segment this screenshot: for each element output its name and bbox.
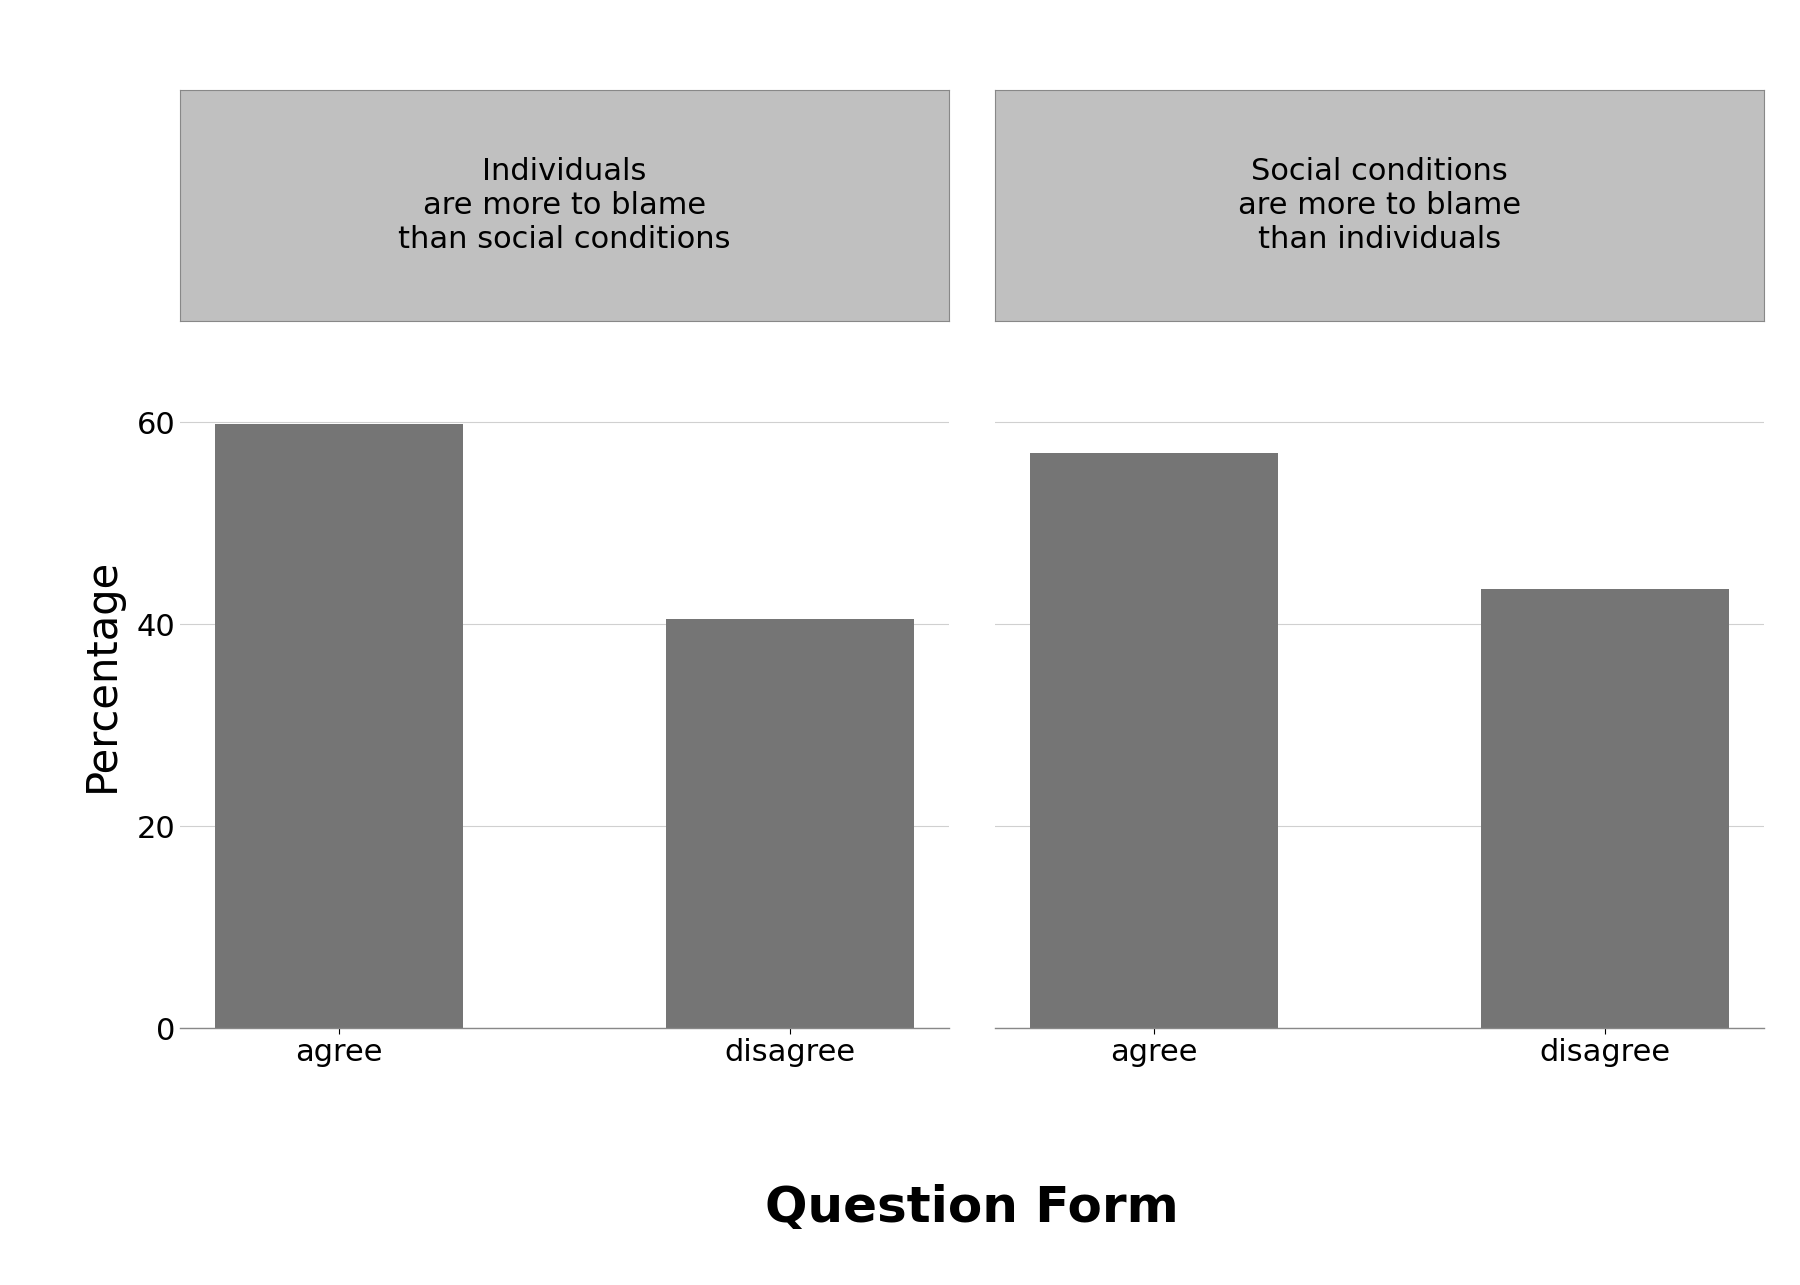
- Bar: [666, 619, 914, 1028]
- Y-axis label: Percentage: Percentage: [81, 558, 122, 792]
- Text: Question Form: Question Form: [765, 1183, 1179, 1232]
- Bar: [1481, 589, 1730, 1028]
- Text: Social conditions
are more to blame
than individuals: Social conditions are more to blame than…: [1238, 158, 1521, 253]
- Bar: [214, 424, 463, 1028]
- Text: Individuals
are more to blame
than social conditions: Individuals are more to blame than socia…: [398, 158, 731, 253]
- Bar: [1030, 452, 1278, 1028]
